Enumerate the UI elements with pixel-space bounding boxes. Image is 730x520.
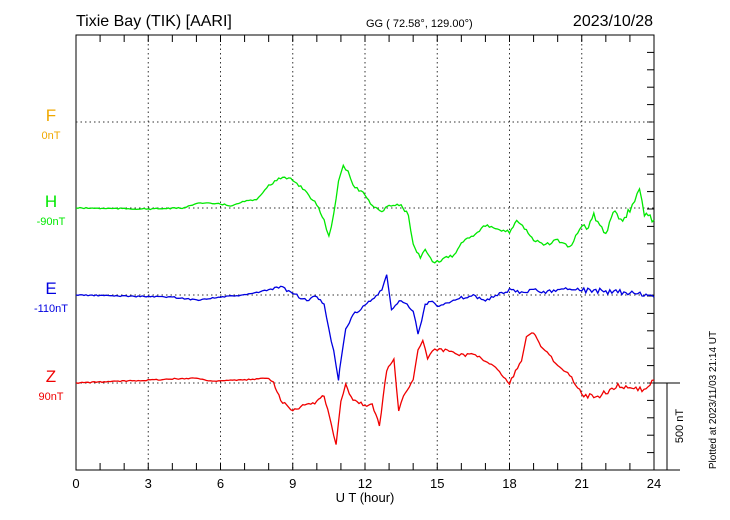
x-tick-label: 24 [647, 476, 661, 491]
x-tick-label: 12 [358, 476, 372, 491]
x-tick-label: 9 [289, 476, 296, 491]
component-label-z: Z [46, 367, 56, 386]
x-tick-label: 18 [502, 476, 516, 491]
offset-label-e: -110nT [34, 303, 68, 315]
offset-label-f: 0nT [42, 130, 61, 142]
component-label-h: H [45, 192, 57, 211]
x-tick-label: 15 [430, 476, 444, 491]
offset-label-h: -90nT [37, 216, 66, 228]
coordinates: GG ( 72.58°, 129.00°) [366, 18, 473, 30]
date: 2023/10/28 [573, 13, 653, 30]
x-axis-label: U T (hour) [336, 490, 395, 505]
component-label-e: E [45, 279, 56, 298]
station-title: Tixie Bay (TIK) [AARI] [76, 13, 232, 30]
x-tick-label: 6 [217, 476, 224, 491]
trace-h [75, 163, 655, 264]
trace-z [75, 332, 655, 445]
scale-label: 500 nT [674, 409, 686, 444]
x-tick-label: 21 [575, 476, 589, 491]
offset-label-z: 90nT [38, 391, 63, 403]
component-label-f: F [46, 106, 56, 125]
x-tick-label: 3 [145, 476, 152, 491]
trace-e [75, 274, 655, 381]
x-tick-label: 0 [72, 476, 79, 491]
plotted-timestamp: Plotted at 2023/11/03 21:14 UT [708, 331, 719, 469]
